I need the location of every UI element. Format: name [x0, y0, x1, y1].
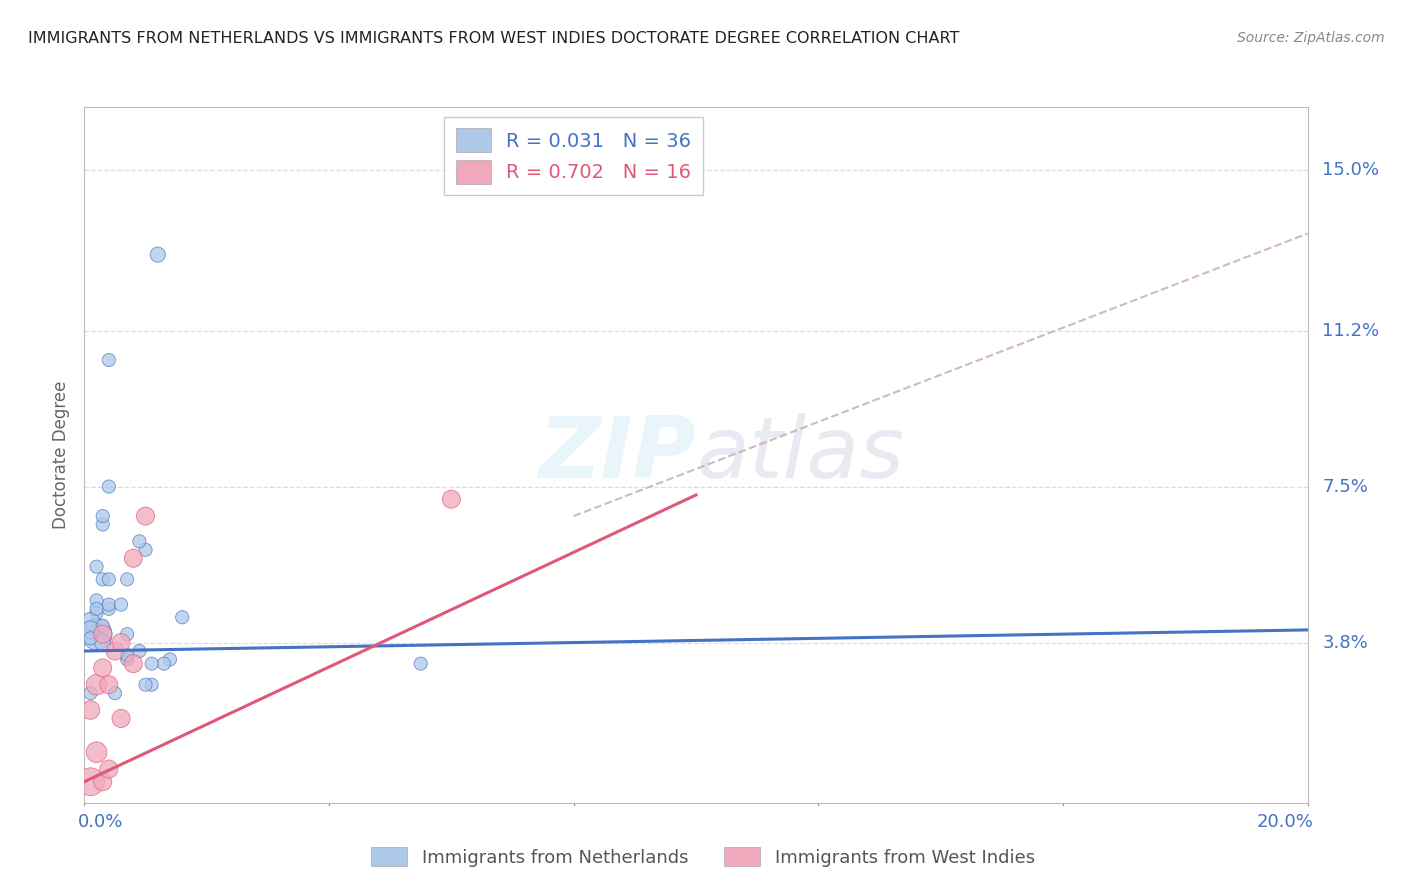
Y-axis label: Doctorate Degree: Doctorate Degree — [52, 381, 70, 529]
Point — [97, 572, 120, 586]
Point — [79, 686, 101, 700]
Point — [135, 542, 157, 557]
Point — [110, 635, 132, 649]
Text: 0.0%: 0.0% — [79, 813, 124, 830]
Point — [86, 559, 108, 574]
Point — [97, 602, 120, 616]
Point — [104, 644, 127, 658]
Point — [91, 509, 114, 524]
Point — [79, 615, 101, 629]
Point — [115, 652, 138, 666]
Point — [79, 774, 101, 789]
Point — [91, 774, 114, 789]
Text: Source: ZipAtlas.com: Source: ZipAtlas.com — [1237, 31, 1385, 45]
Point — [115, 572, 138, 586]
Text: 15.0%: 15.0% — [1322, 161, 1379, 179]
Point — [91, 572, 114, 586]
Text: 3.8%: 3.8% — [1322, 633, 1368, 651]
Point — [141, 657, 163, 671]
Point — [122, 551, 145, 566]
Point — [97, 678, 120, 692]
Point — [86, 593, 108, 607]
Point — [115, 648, 138, 663]
Point — [91, 661, 114, 675]
Point — [91, 618, 114, 632]
Point — [79, 632, 101, 646]
Point — [86, 602, 108, 616]
Text: 11.2%: 11.2% — [1322, 321, 1379, 340]
Point — [141, 678, 163, 692]
Point — [86, 745, 108, 759]
Point — [97, 598, 120, 612]
Point — [91, 517, 114, 532]
Point — [91, 627, 114, 641]
Point — [104, 686, 127, 700]
Text: atlas: atlas — [696, 413, 904, 497]
Point — [97, 762, 120, 776]
Point — [79, 703, 101, 717]
Point — [97, 353, 120, 368]
Point — [122, 657, 145, 671]
Point — [110, 711, 132, 725]
Point — [97, 479, 120, 493]
Point — [79, 623, 101, 637]
Point — [86, 606, 108, 620]
Point — [128, 644, 150, 658]
Point — [110, 598, 132, 612]
Point — [128, 534, 150, 549]
Text: ZIP: ZIP — [538, 413, 696, 497]
Point — [153, 657, 176, 671]
Point — [135, 509, 157, 524]
Point — [135, 678, 157, 692]
Point — [159, 652, 181, 666]
Point — [409, 657, 432, 671]
Point — [86, 678, 108, 692]
Legend: R = 0.031   N = 36, R = 0.702   N = 16: R = 0.031 N = 36, R = 0.702 N = 16 — [444, 117, 703, 195]
Point — [172, 610, 194, 624]
Text: IMMIGRANTS FROM NETHERLANDS VS IMMIGRANTS FROM WEST INDIES DOCTORATE DEGREE CORR: IMMIGRANTS FROM NETHERLANDS VS IMMIGRANT… — [28, 31, 959, 46]
Point — [91, 635, 114, 649]
Point — [146, 247, 169, 261]
Point — [86, 627, 108, 641]
Point — [115, 627, 138, 641]
Text: 7.5%: 7.5% — [1322, 477, 1368, 496]
Text: 20.0%: 20.0% — [1257, 813, 1313, 830]
Point — [440, 492, 463, 507]
Legend: Immigrants from Netherlands, Immigrants from West Indies: Immigrants from Netherlands, Immigrants … — [364, 840, 1042, 874]
